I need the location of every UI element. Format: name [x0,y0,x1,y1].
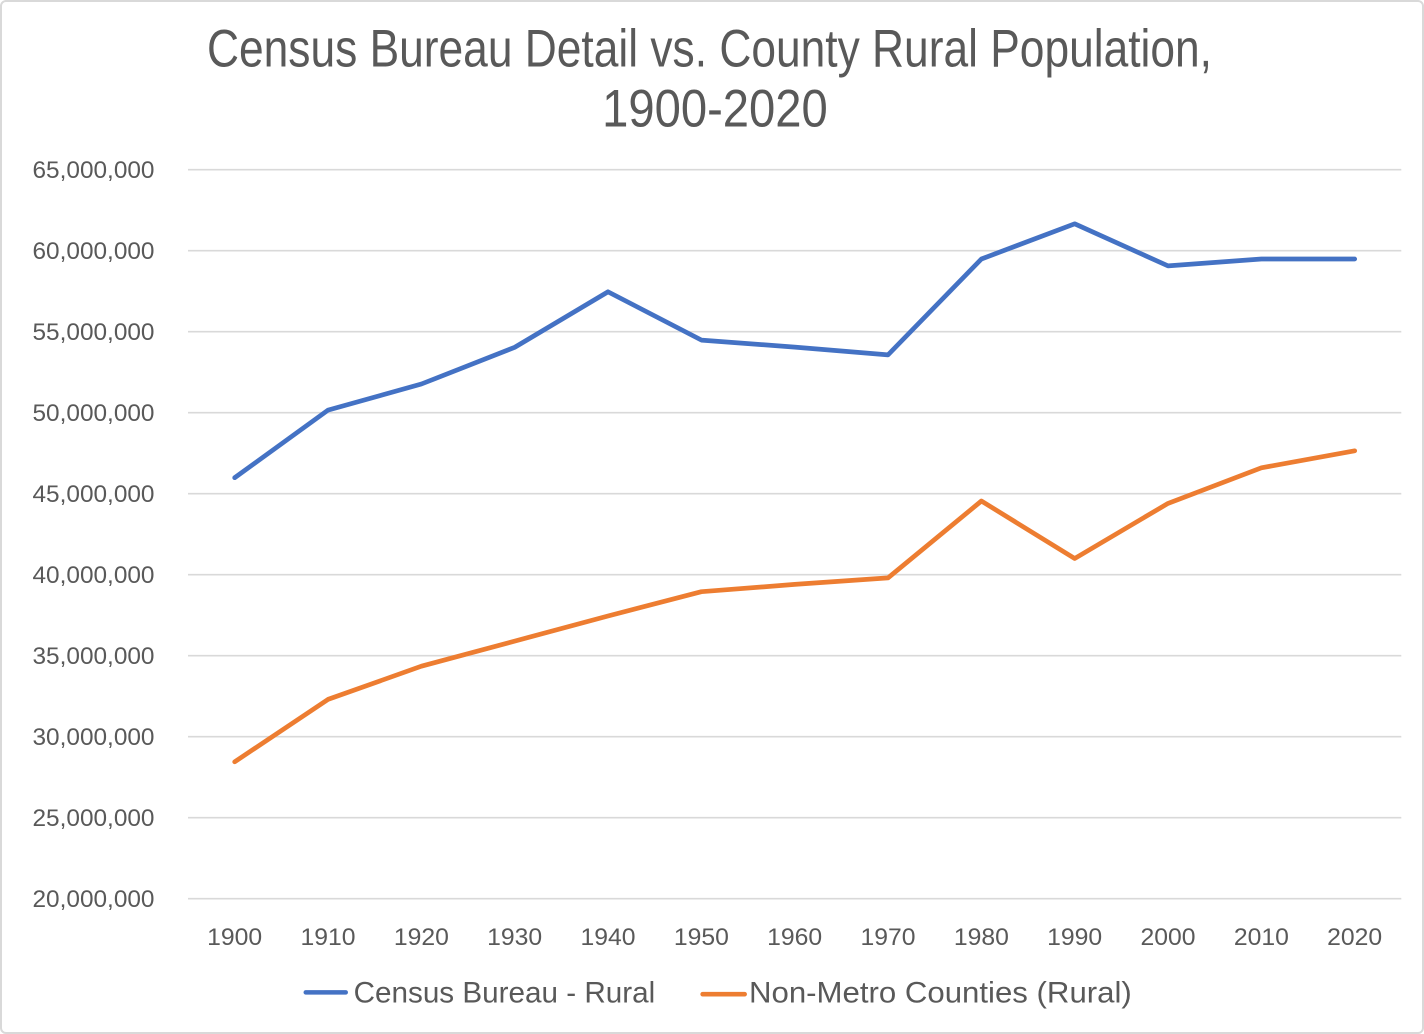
svg-text:20,000,000: 20,000,000 [33,886,155,913]
svg-text:45,000,000: 45,000,000 [33,481,155,508]
svg-text:1960: 1960 [767,924,822,951]
svg-text:1980: 1980 [954,924,1009,951]
svg-text:35,000,000: 35,000,000 [33,643,155,670]
svg-text:Non-Metro Counties (Rural): Non-Metro Counties (Rural) [749,976,1132,1009]
svg-text:1940: 1940 [581,924,636,951]
svg-text:1900: 1900 [207,924,262,951]
svg-text:2000: 2000 [1141,924,1196,951]
svg-text:30,000,000: 30,000,000 [33,724,155,751]
svg-text:1930: 1930 [487,924,542,951]
svg-text:25,000,000: 25,000,000 [33,805,155,832]
svg-text:1990: 1990 [1047,924,1102,951]
svg-text:1970: 1970 [861,924,916,951]
svg-text:1920: 1920 [394,924,449,951]
svg-text:55,000,000: 55,000,000 [33,319,155,346]
svg-text:Census Bureau - Rural: Census Bureau - Rural [354,976,656,1009]
svg-text:60,000,000: 60,000,000 [33,238,155,265]
svg-text:2010: 2010 [1234,924,1289,951]
svg-text:65,000,000: 65,000,000 [33,157,155,184]
svg-text:1910: 1910 [301,924,356,951]
svg-text:2020: 2020 [1327,924,1382,951]
svg-text:1900-2020: 1900-2020 [602,79,828,138]
svg-text:40,000,000: 40,000,000 [33,562,155,589]
svg-text:50,000,000: 50,000,000 [33,400,155,427]
svg-text:Census Bureau Detail vs. Count: Census Bureau Detail vs. County Rural Po… [207,19,1212,78]
svg-text:1950: 1950 [674,924,729,951]
